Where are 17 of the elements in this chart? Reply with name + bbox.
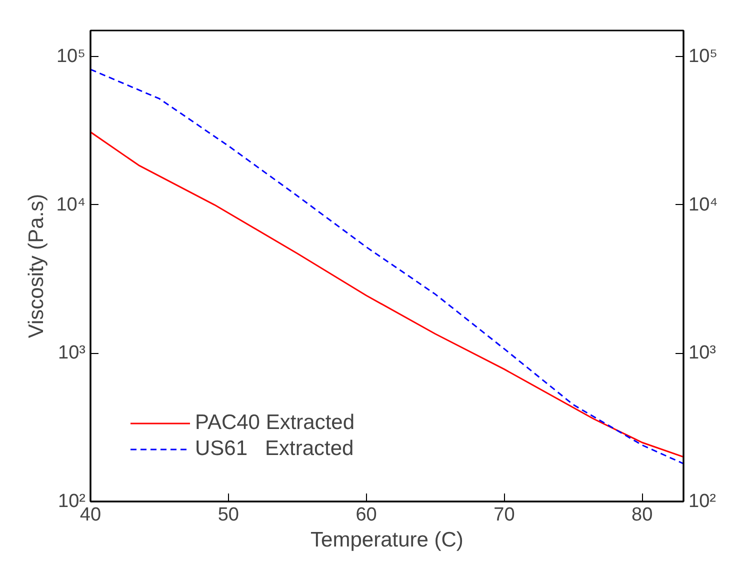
legend-label: PAC40 Extracted xyxy=(195,411,355,435)
text: 10⁴ xyxy=(56,194,86,216)
line-series xyxy=(90,68,684,464)
x-tick-label: 70 xyxy=(494,504,515,526)
x-tick-label: 80 xyxy=(632,504,653,526)
y-tick-label: 10⁵ xyxy=(688,46,718,68)
x-tick-label: 60 xyxy=(356,504,377,526)
x-axis-title: Temperature (C) xyxy=(310,528,464,552)
y-tick-label: 10³ xyxy=(688,342,716,364)
x-tick-label: 50 xyxy=(218,504,239,526)
text: 10⁵ xyxy=(56,46,86,68)
legend-label: US61 Extracted xyxy=(195,437,354,461)
y-tick-label: 10⁴ xyxy=(688,194,718,216)
y-axis-title: Viscosity (Pa.s) xyxy=(25,194,48,338)
y-tick-label: 10² xyxy=(688,491,716,512)
text: 10³ xyxy=(58,342,86,364)
line-series xyxy=(90,131,684,458)
